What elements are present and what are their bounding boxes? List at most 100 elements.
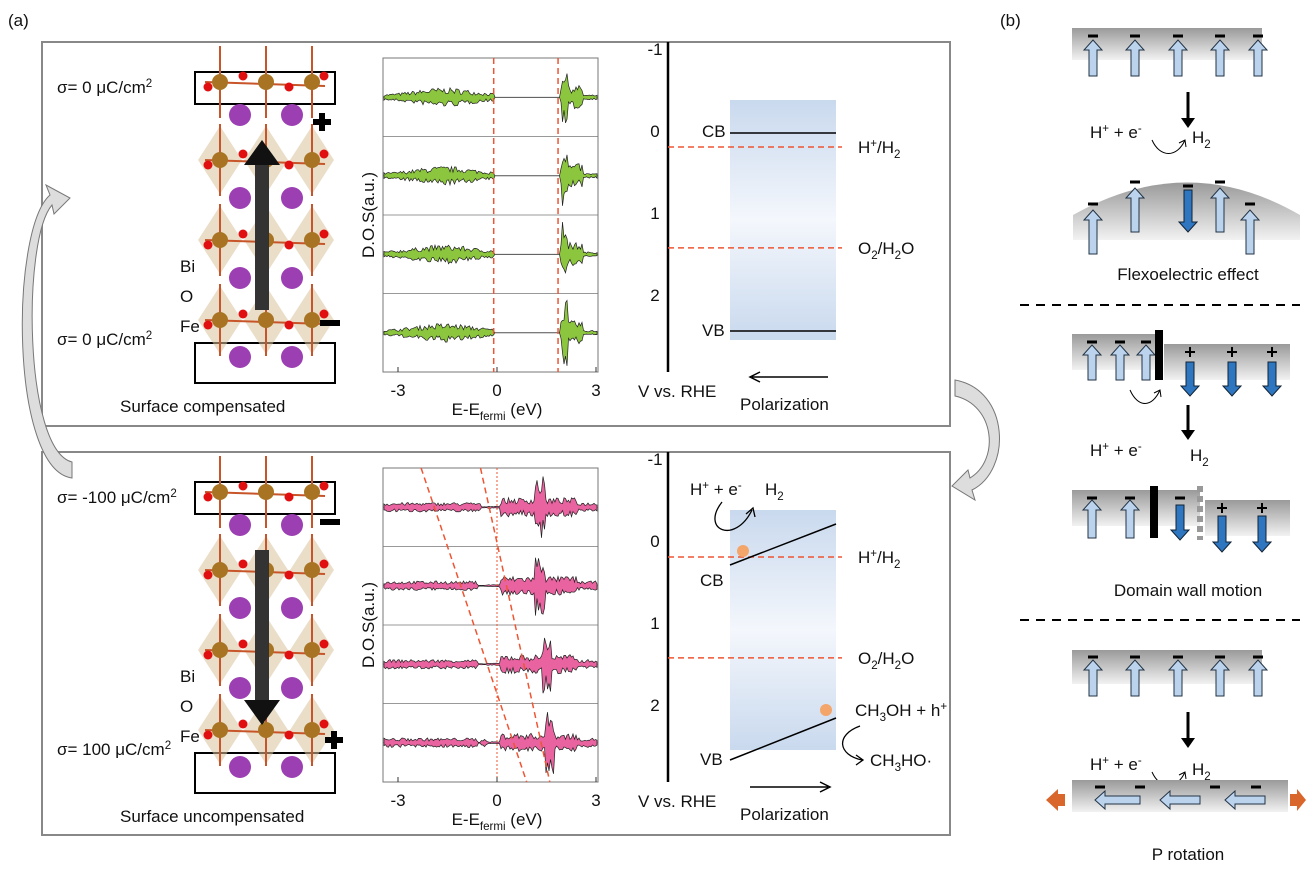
- redox-label: H+/H2: [858, 138, 900, 161]
- o-atom: [239, 310, 248, 319]
- polarization-arrow: [750, 782, 830, 792]
- x-tick-label: 0: [492, 381, 501, 400]
- dos-curve: [384, 222, 597, 273]
- o-atom: [204, 241, 213, 250]
- redox-label-part: H: [858, 548, 870, 567]
- o-atom: [320, 640, 329, 649]
- charge-sign: [1135, 786, 1145, 789]
- dos-curve: [384, 155, 597, 206]
- charge-sign: [1088, 203, 1098, 206]
- dos-curve: [384, 712, 597, 774]
- sigma-label-part: 2: [146, 78, 152, 90]
- panel-label: (a): [8, 11, 29, 30]
- vb-label: VB: [702, 321, 725, 340]
- sigma-label-part: 2: [146, 330, 152, 342]
- charge-sign: [1130, 656, 1140, 659]
- fe-atom: [258, 722, 274, 738]
- reaction-label-part: 2: [1204, 139, 1210, 151]
- reaction-label-part: H: [690, 480, 702, 499]
- axis-label: V vs. RHE: [638, 792, 716, 811]
- sigma-label-part: σ= -100 μC/cm: [57, 488, 170, 507]
- x-tick-label: -3: [390, 381, 405, 400]
- bi-atom: [281, 756, 303, 778]
- o-atom: [204, 731, 213, 740]
- o-atom: [204, 83, 213, 92]
- element-label: O: [180, 697, 193, 716]
- reaction-label-part: +: [940, 701, 947, 713]
- bi-atom: [229, 597, 251, 619]
- reaction-label-part: H: [1192, 128, 1204, 147]
- o-atom: [285, 241, 294, 250]
- caption: Surface compensated: [120, 397, 285, 416]
- charge-sign: [1088, 656, 1098, 659]
- reaction-label-part: + e: [1109, 441, 1138, 460]
- reaction-label-part: OH + h: [886, 701, 940, 720]
- axis-label: V vs. RHE: [638, 382, 716, 401]
- caption: Flexoelectric effect: [1117, 265, 1259, 284]
- reaction-label-part: 2: [1202, 457, 1208, 469]
- charge-sign: [1271, 347, 1273, 357]
- reaction-label: H+ + e-: [1090, 755, 1142, 774]
- redox-label-part: O: [901, 649, 914, 668]
- domain-wall: [1150, 486, 1158, 538]
- fe-atom: [258, 484, 274, 500]
- reaction-label-part: -: [738, 480, 742, 492]
- plus-sign: [319, 113, 325, 131]
- bi-atom: [229, 267, 251, 289]
- fe-atom: [212, 74, 228, 90]
- surface-bar: [1072, 28, 1262, 60]
- x-tick-label: 3: [591, 791, 600, 810]
- redox-label: H+/H2: [858, 548, 900, 571]
- redox-label-part: 2: [894, 559, 900, 571]
- reaction-label: CH3OH + h+: [855, 701, 947, 724]
- charge-sign: [1189, 347, 1191, 357]
- sigma-label: σ= 0 μC/cm2: [57, 330, 152, 349]
- charge-sign: [1130, 181, 1140, 184]
- o-atom: [320, 230, 329, 239]
- charge-sign: [1173, 656, 1183, 659]
- dos-curve: [384, 477, 597, 538]
- x-axis-label-part: (eV): [506, 400, 543, 419]
- panel-label: (b): [1000, 11, 1021, 30]
- o-atom: [204, 321, 213, 330]
- fe-atom: [304, 152, 320, 168]
- reaction-label-part: -: [1138, 441, 1142, 453]
- o-atom: [285, 731, 294, 740]
- sigma-label-part: 2: [165, 740, 171, 752]
- x-axis-label: E-Efermi (eV): [452, 810, 543, 833]
- reaction-label-part: 2: [777, 491, 783, 503]
- hole: [820, 704, 832, 716]
- reaction-arrow: [843, 726, 863, 765]
- charge-sign: [1231, 347, 1233, 357]
- y-tick-label: -1: [647, 40, 662, 59]
- charge-sign: [1183, 185, 1193, 188]
- element-label: Bi: [180, 667, 195, 686]
- fe-atom: [212, 562, 228, 578]
- x-tick-label: -3: [390, 791, 405, 810]
- fe-atom: [258, 312, 274, 328]
- charge-sign: [1141, 341, 1151, 344]
- o-atom: [204, 161, 213, 170]
- y-tick-label: -1: [647, 450, 662, 469]
- charge-sign: [1115, 341, 1125, 344]
- polarization-arrow: [255, 160, 269, 310]
- reaction-arrow: [1152, 140, 1186, 154]
- reaction-label: H2: [765, 480, 784, 503]
- dos-curve: [384, 74, 597, 123]
- minus-sign: [320, 519, 340, 525]
- o-atom: [239, 720, 248, 729]
- element-label: O: [180, 287, 193, 306]
- bi-atom: [281, 597, 303, 619]
- fe-atom: [212, 232, 228, 248]
- fe-atom: [304, 722, 320, 738]
- o-atom: [285, 321, 294, 330]
- reaction-label-part: HO·: [901, 751, 932, 770]
- reaction-label-part: H: [1090, 123, 1102, 142]
- charge-sign: [1087, 341, 1097, 344]
- bi-atom: [229, 104, 251, 126]
- reaction-arrow: [1130, 390, 1161, 404]
- x-axis-label-part: fermi: [480, 821, 506, 833]
- fe-atom: [304, 312, 320, 328]
- redox-label-part: 2: [894, 149, 900, 161]
- reaction-label-part: H: [1190, 446, 1202, 465]
